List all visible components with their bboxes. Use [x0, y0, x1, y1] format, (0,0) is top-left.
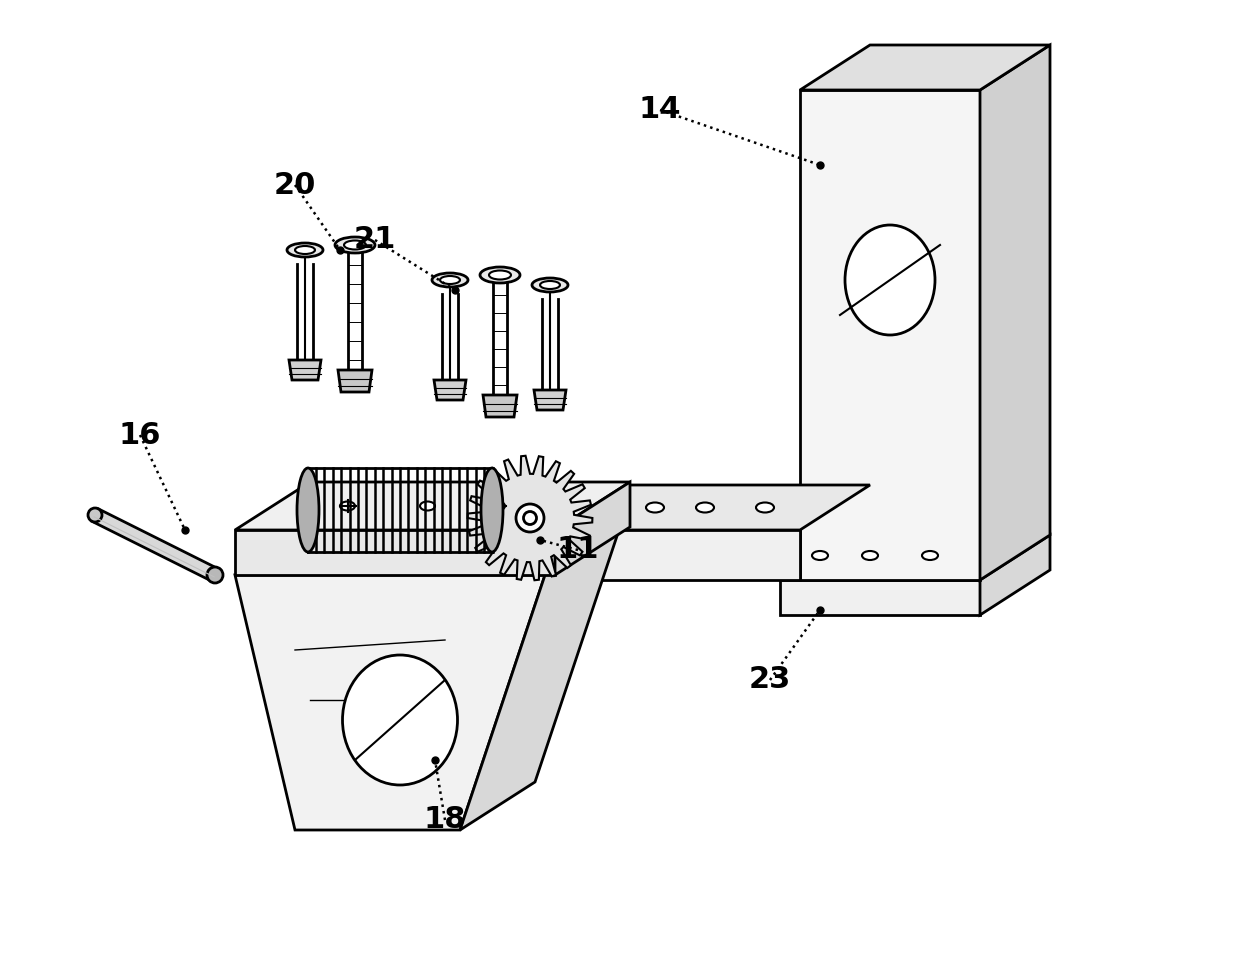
Ellipse shape	[342, 655, 458, 785]
Polygon shape	[800, 90, 980, 580]
Polygon shape	[92, 509, 218, 581]
Ellipse shape	[298, 468, 319, 552]
Polygon shape	[560, 530, 800, 580]
Text: 11: 11	[557, 536, 599, 565]
Text: 18: 18	[424, 806, 466, 835]
Ellipse shape	[432, 273, 467, 287]
Ellipse shape	[812, 551, 828, 560]
Ellipse shape	[696, 502, 714, 513]
Ellipse shape	[335, 237, 374, 253]
Ellipse shape	[532, 278, 568, 292]
Ellipse shape	[286, 243, 322, 257]
Ellipse shape	[646, 502, 663, 513]
Polygon shape	[484, 395, 517, 417]
Polygon shape	[434, 380, 466, 400]
Polygon shape	[980, 535, 1050, 615]
Ellipse shape	[756, 502, 774, 513]
Ellipse shape	[340, 501, 355, 510]
Ellipse shape	[862, 551, 878, 560]
Text: 14: 14	[639, 96, 681, 124]
Polygon shape	[780, 580, 980, 615]
Ellipse shape	[207, 567, 223, 583]
Polygon shape	[780, 490, 1050, 535]
Ellipse shape	[516, 504, 544, 532]
Polygon shape	[289, 360, 321, 380]
Polygon shape	[236, 575, 546, 830]
Ellipse shape	[523, 511, 537, 524]
Text: 21: 21	[353, 226, 397, 255]
Polygon shape	[800, 45, 1050, 90]
Ellipse shape	[420, 501, 435, 510]
Polygon shape	[236, 530, 556, 575]
Polygon shape	[236, 482, 630, 530]
Polygon shape	[556, 482, 630, 575]
Polygon shape	[980, 45, 1050, 580]
Polygon shape	[560, 485, 870, 530]
Ellipse shape	[88, 508, 102, 522]
Ellipse shape	[539, 281, 560, 289]
Polygon shape	[534, 390, 565, 410]
Polygon shape	[460, 527, 620, 830]
Polygon shape	[467, 456, 593, 580]
Ellipse shape	[923, 551, 937, 560]
Ellipse shape	[489, 271, 511, 279]
Ellipse shape	[490, 501, 505, 510]
Ellipse shape	[343, 240, 366, 250]
Text: 16: 16	[119, 420, 161, 450]
Ellipse shape	[480, 267, 520, 283]
Ellipse shape	[440, 276, 460, 284]
Ellipse shape	[844, 225, 935, 335]
Text: 23: 23	[749, 665, 791, 695]
Ellipse shape	[481, 468, 503, 552]
Ellipse shape	[295, 246, 315, 254]
Polygon shape	[339, 370, 372, 392]
Text: 20: 20	[274, 170, 316, 199]
